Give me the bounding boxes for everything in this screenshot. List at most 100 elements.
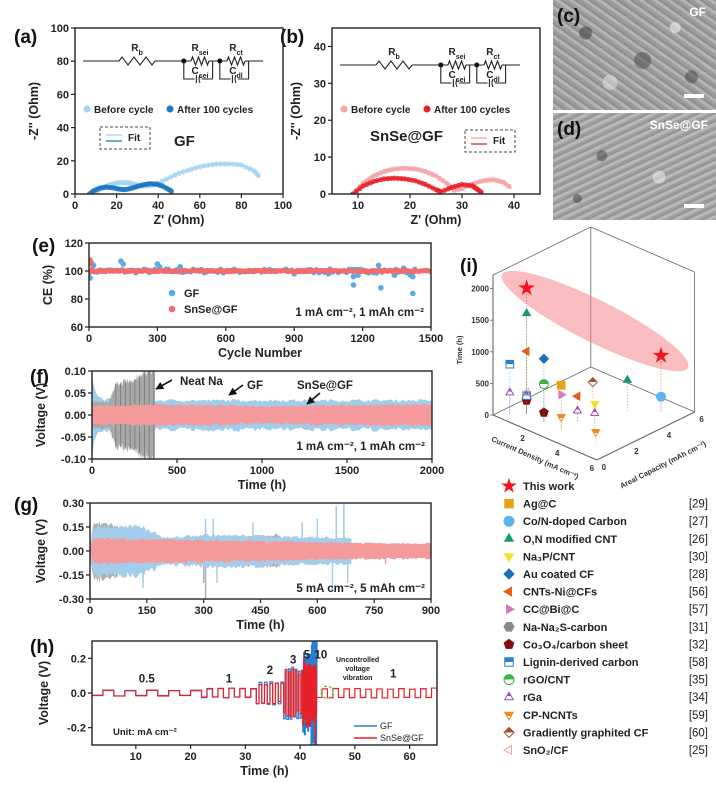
y-tick-label: 0.30 (63, 498, 84, 510)
legend-reference: [29] (689, 499, 708, 511)
x-tick-label: 2 (520, 434, 525, 443)
snse-ce-point (89, 257, 93, 263)
x-axis-label: Time (h) (236, 618, 284, 632)
y-tick-label: -0.15 (59, 570, 84, 582)
y-tick-label: 0 (602, 463, 607, 472)
y-axis-label: Voltage (V) (34, 519, 48, 583)
half-square-marker (505, 359, 515, 369)
plot-frame (91, 370, 433, 460)
x-tick-label: 1200 (350, 333, 374, 345)
panel-label-i: (i) (460, 256, 478, 277)
x-tick-label: 20 (110, 200, 122, 212)
wire (183, 60, 250, 80)
snse-ce-point (428, 268, 431, 274)
y-tick-label: 0 (320, 189, 326, 201)
subscript: sei (199, 73, 209, 80)
annotation-snse-gf: SnSe@GF (297, 380, 353, 392)
half-diamond-marker (587, 376, 599, 388)
image-label: SnSe@GF (649, 118, 708, 132)
gf-ce-point (378, 285, 384, 291)
legend-label: This work (523, 481, 575, 493)
data-point (433, 173, 439, 179)
vibration-note: voltage (345, 666, 370, 673)
subscript: ct (494, 54, 501, 61)
y-tick-label: 30 (314, 78, 326, 90)
label-cdl: Cdl (486, 70, 500, 84)
test-condition: 1 mA cm⁻², 1 mAh cm⁻² (296, 441, 425, 453)
legend-label: SnSe@GF (184, 304, 238, 316)
legend-reference: [58] (689, 657, 708, 669)
triangle-up-marker (521, 307, 532, 317)
symmetric-cell-1ma-plot: 0 500 1000 1500 2000 -0.10 -0.05 0.00 0.05 0.10 Ti… (34, 366, 444, 492)
scale-bar (684, 204, 704, 208)
subscript: sei (199, 50, 209, 57)
vibration-note: Uncontrolled (336, 657, 379, 664)
x-tick-label: 0 (87, 605, 93, 617)
symbol: R (131, 43, 139, 54)
box-edge (492, 226, 591, 276)
x-tick-label: 1500 (335, 465, 359, 477)
z-axis-label: Time (h) (455, 335, 464, 365)
legend-label: Co/N-doped Carbon (523, 516, 627, 528)
y-axis-label: -Z'' (Ohm) (27, 82, 41, 140)
diamond-marker (503, 568, 515, 580)
triangle-up-marker (503, 532, 515, 542)
y-axis-label: Voltage (V) (34, 383, 48, 447)
x-axis-label: Time (h) (238, 478, 286, 492)
x-tick-label: 600 (217, 333, 235, 345)
resistor-rb (118, 56, 156, 66)
sample-label: GF (174, 133, 195, 150)
data-point (201, 163, 207, 169)
panel-label-d: (d) (557, 119, 581, 140)
x-tick-label: 1500 (419, 333, 443, 345)
z-tick-label: 2000 (471, 285, 489, 294)
x-axis-label: Z' (Ohm) (411, 213, 462, 227)
legend-label: Co₃O₄/carbon sheet (523, 639, 628, 651)
legend-marker (168, 289, 176, 297)
x-tick-label: 4 (555, 449, 560, 458)
symbol: R (388, 47, 396, 58)
legend-reference: [30] (689, 551, 708, 563)
data-point (180, 169, 186, 175)
symbol: C (449, 70, 456, 81)
half-triangle-up-marker (505, 387, 515, 396)
x-axis-label: Time (h) (240, 764, 288, 778)
data-point (213, 161, 220, 167)
legend-reference: [59] (689, 710, 708, 722)
symbol: C (229, 66, 236, 77)
panel-label-g: (g) (14, 495, 38, 516)
legend-label: CNTs-Ni@CFs (523, 587, 597, 599)
panel-label-e: (e) (32, 236, 55, 257)
current-density-label: 1 (390, 668, 397, 680)
legend-reference: [35] (689, 675, 708, 687)
y-tick-label: 20 (57, 156, 69, 168)
x-axis-label: Current Density (mA cm⁻²) (490, 434, 580, 481)
triangle-left-marker (502, 586, 512, 597)
data-point (357, 185, 363, 192)
legend-marker (168, 305, 176, 313)
resistor-rsei (190, 55, 210, 67)
voltage-profile-snse-gf (92, 403, 432, 428)
legend-label: SnO₂/CF (523, 745, 569, 757)
legend-label: Na₃P/CNT (523, 551, 575, 563)
triangle-down-marker (590, 401, 600, 410)
this-work-highlight (501, 270, 689, 372)
resistor-rct (226, 55, 246, 67)
data-point (506, 183, 512, 190)
fit-label: Fit (493, 136, 506, 147)
legend-label: rGa (523, 692, 543, 704)
label-cdl: Cdl (229, 66, 243, 80)
x-axis-label: Z' (Ohm) (154, 213, 205, 227)
legend-label: Na-Na₂S-carbon (523, 622, 608, 634)
current-density-label: 5 (304, 649, 311, 661)
wire (440, 64, 507, 84)
y-tick-label: 0.10 (65, 366, 86, 378)
data-point (218, 161, 224, 167)
current-density-label: 1 (226, 674, 233, 686)
y-tick-label: 0.05 (65, 388, 86, 400)
subscript: b (138, 50, 142, 57)
half-triangle-up-marker (590, 407, 600, 416)
gf-ce-point (409, 273, 416, 280)
